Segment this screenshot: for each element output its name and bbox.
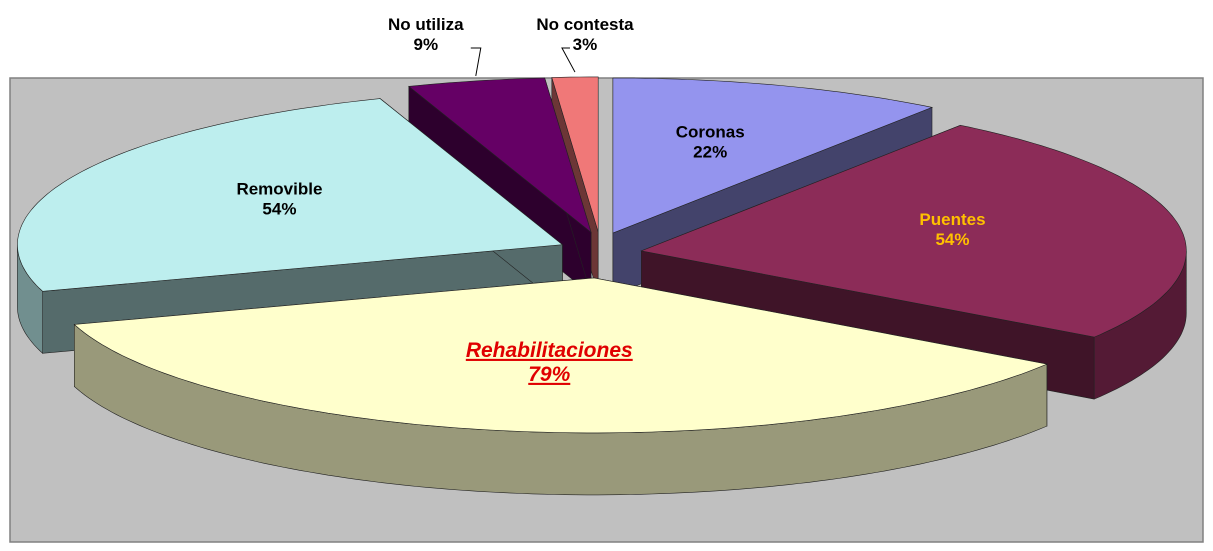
category-label: No contesta (536, 15, 634, 34)
slice (73, 277, 1048, 496)
slice-top (73, 277, 1048, 434)
category-label: Rehabilitaciones (466, 339, 633, 362)
value-label: 9% (413, 35, 438, 54)
category-label: Removible (236, 180, 322, 199)
slice-top (612, 77, 934, 234)
slice-top (640, 124, 1187, 338)
value-label: 22% (693, 142, 727, 161)
data-label: No utiliza 9% (388, 15, 464, 54)
value-label: 54% (262, 200, 296, 219)
value-label: 79% (528, 363, 570, 386)
data-label: Rehabilitaciones 79% (466, 339, 633, 386)
data-label: Coronas 22% (676, 122, 745, 161)
data-label: Removible 54% (236, 180, 322, 219)
leader-line (561, 47, 576, 73)
data-label: No contesta 3% (536, 15, 634, 54)
leader-line (470, 47, 482, 77)
category-label: Coronas (676, 122, 745, 141)
category-label: Puentes (919, 210, 985, 229)
category-label: No utiliza (388, 15, 464, 34)
value-label: 3% (573, 35, 598, 54)
slice-top (17, 98, 564, 292)
value-label: 54% (935, 230, 969, 249)
slice (17, 97, 564, 354)
slice-top (551, 76, 599, 232)
slice-top (408, 77, 592, 234)
data-label: Puentes 54% (919, 210, 985, 249)
